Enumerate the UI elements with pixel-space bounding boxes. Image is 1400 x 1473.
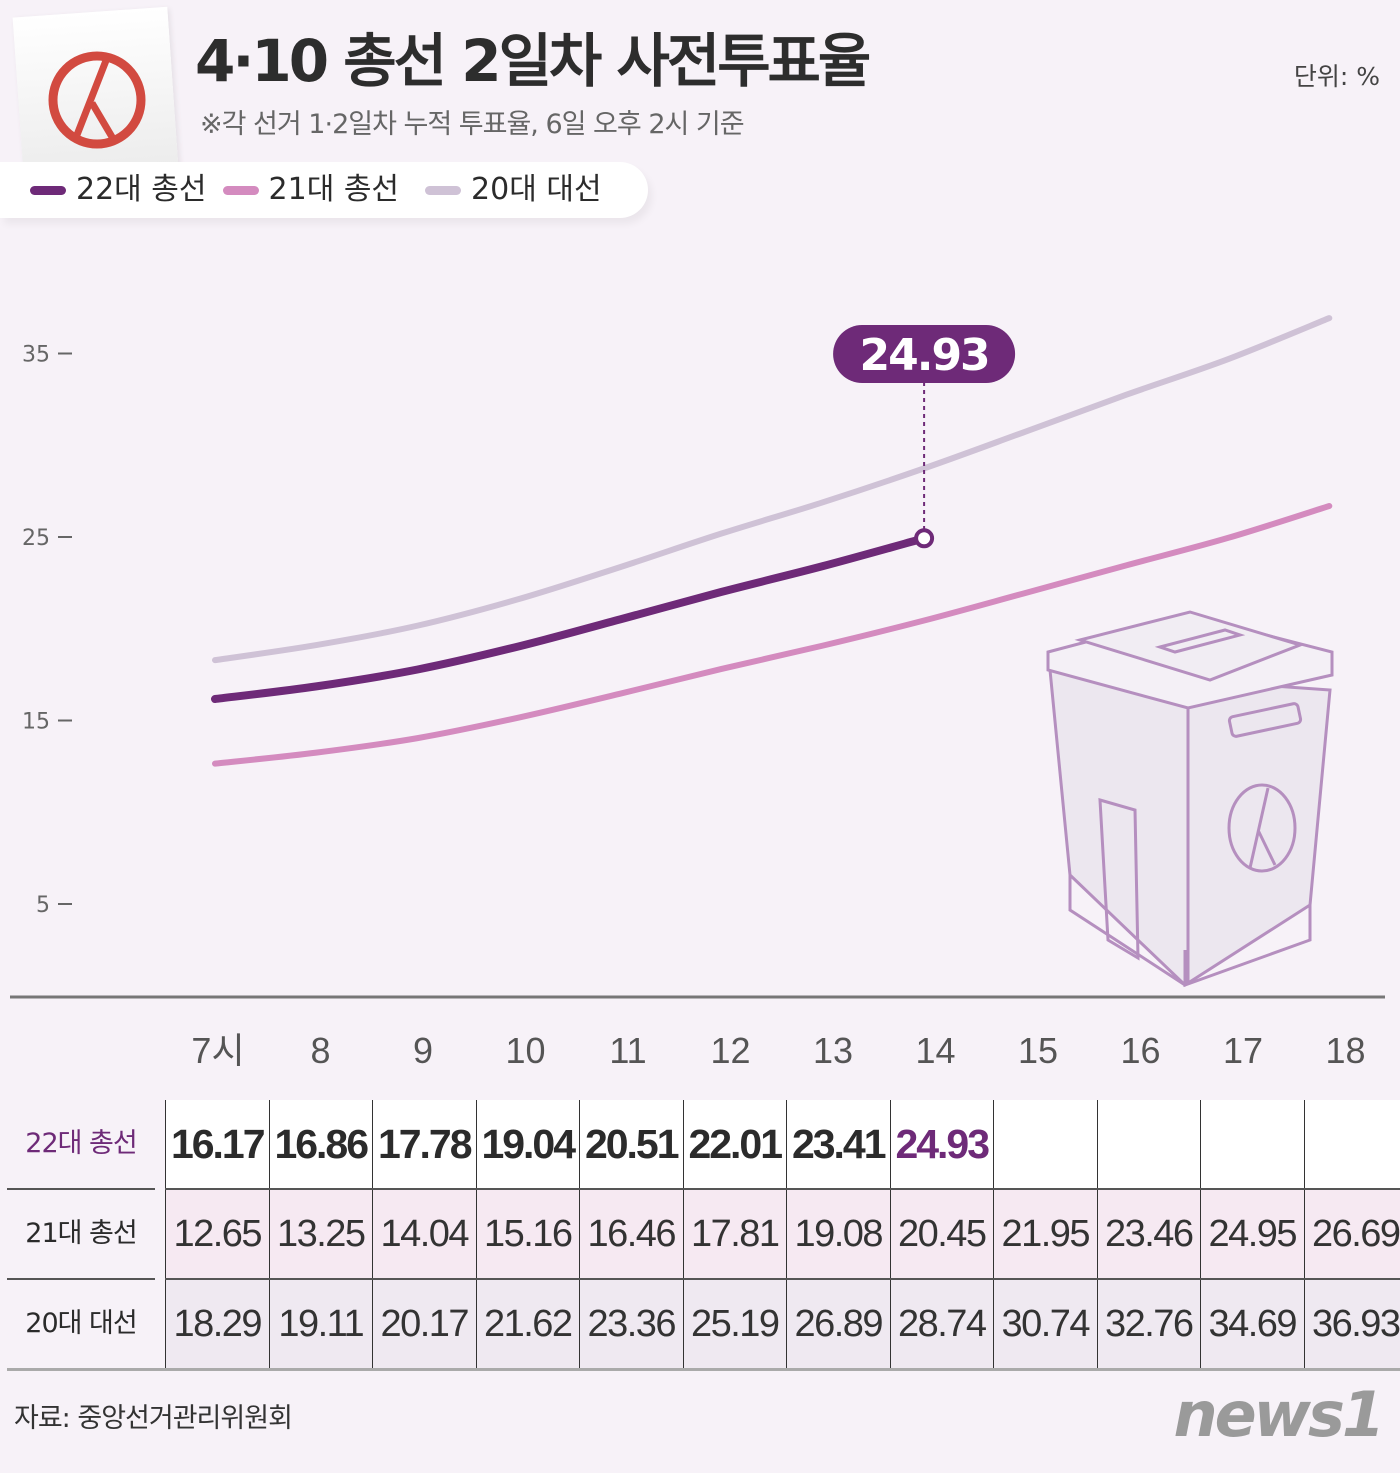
spacer — [155, 1279, 166, 1371]
y-tick-label: 35 — [22, 343, 50, 368]
table-cell: 23.36 — [579, 1279, 683, 1371]
table-cell: 17.78 — [372, 1100, 476, 1190]
table-cell: 28.74 — [889, 1279, 994, 1371]
table-cell: 16.46 — [579, 1189, 683, 1280]
table-cell: 25.19 — [682, 1279, 787, 1371]
row-label: 22대 총선 — [7, 1100, 155, 1190]
table-row: 20대 대선 18.29 19.11 20.17 21.62 23.36 25.19 26.8… — [7, 1279, 1400, 1371]
table-cell — [993, 1100, 1097, 1190]
table-cell: 26.89 — [786, 1279, 890, 1371]
table-row: 22대 총선 16.17 16.86 17.78 19.04 20.51 22.01 23.4… — [7, 1100, 1400, 1190]
x-tick-label: 15 — [1018, 1030, 1058, 1071]
legend-label: 21대 총선 — [268, 172, 400, 207]
table-cell — [1096, 1100, 1201, 1190]
x-tick-label: 8 — [310, 1030, 330, 1071]
x-tick-label: 17 — [1223, 1030, 1263, 1071]
table-cell: 18.29 — [165, 1279, 269, 1371]
table-cell — [1200, 1100, 1304, 1190]
table-cell: 21.95 — [993, 1189, 1097, 1280]
table-cell: 20.51 — [579, 1100, 683, 1190]
legend-item-20: 20대 대선 — [425, 172, 602, 208]
x-tick-label: 12 — [710, 1030, 750, 1071]
ballot-stamp-icon — [48, 51, 146, 149]
spacer — [155, 1100, 166, 1189]
table-cell: 16.17 — [165, 1100, 269, 1190]
table-cell: 23.41 — [786, 1100, 890, 1190]
spacer — [155, 1189, 166, 1279]
table-cell: 19.04 — [475, 1100, 580, 1190]
table-cell: 22.01 — [682, 1100, 787, 1190]
annotation-value: 24.93 — [860, 330, 989, 381]
x-tick-label: 18 — [1325, 1030, 1365, 1071]
table-cell — [1303, 1100, 1400, 1190]
table-cell: 24.95 — [1200, 1189, 1304, 1280]
table-cell: 32.76 — [1096, 1279, 1201, 1371]
row-label: 20대 대선 — [7, 1279, 155, 1371]
x-tick-label: 10 — [505, 1030, 545, 1071]
x-tick-label: 13 — [813, 1030, 853, 1071]
x-tick-label: 7시 — [191, 1030, 244, 1071]
table-cell: 34.69 — [1200, 1279, 1304, 1371]
x-tick-label: 9 — [413, 1030, 433, 1071]
table-cell: 23.46 — [1096, 1189, 1201, 1280]
table-cell: 17.81 — [682, 1189, 787, 1280]
x-tick-label: 16 — [1120, 1030, 1160, 1071]
series-line-2 — [212, 315, 1333, 664]
row-label: 21대 총선 — [7, 1189, 155, 1280]
news1-logo: news1 — [1173, 1378, 1385, 1451]
series-line-0 — [211, 534, 929, 704]
legend-swatch-icon — [425, 185, 462, 195]
table-cell: 24.93 — [889, 1100, 994, 1190]
table-cell: 19.08 — [786, 1189, 890, 1280]
legend-label: 20대 대선 — [471, 172, 602, 207]
table-cell: 26.69 — [1303, 1189, 1400, 1280]
table-cell: 36.93 — [1303, 1279, 1400, 1371]
unit-label: 단위: % — [1293, 62, 1380, 91]
x-tick-label: 11 — [609, 1030, 646, 1071]
table-cell: 16.86 — [268, 1100, 373, 1190]
ballot-box-illustration — [1046, 610, 1334, 988]
x-tick-label: 14 — [915, 1030, 955, 1071]
chart-subtitle: ※각 선거 1·2일차 누적 투표율, 6일 오후 2시 기준 — [200, 109, 745, 140]
legend: 22대 총선 21대 총선 20대 대선 — [0, 162, 648, 218]
annotation: 24.93 — [833, 325, 1016, 531]
table-cell: 15.16 — [475, 1189, 580, 1280]
table-cell: 30.74 — [993, 1279, 1097, 1371]
y-tick-label: 15 — [22, 710, 50, 735]
legend-item-21: 21대 총선 — [222, 172, 400, 208]
legend-swatch-icon — [30, 185, 66, 195]
table-cell: 21.62 — [475, 1279, 580, 1371]
table-row: 21대 총선 12.65 13.25 14.04 15.16 16.46 17.81 19.0… — [7, 1189, 1400, 1280]
legend-label: 22대 총선 — [76, 172, 207, 207]
y-tick-label: 25 — [22, 526, 50, 551]
source-note: 자료: 중앙선거관리위원회 — [14, 1403, 293, 1434]
chart-title: 4·10 총선 2일차 사전투표율 — [195, 27, 871, 95]
last-point-marker — [914, 528, 935, 549]
table-cell: 20.45 — [889, 1189, 994, 1280]
table-cell: 19.11 — [268, 1279, 373, 1371]
legend-swatch-icon — [222, 185, 259, 195]
annotation-badge — [833, 325, 1016, 383]
series-line-1 — [212, 502, 1333, 767]
table-cell: 13.25 — [268, 1189, 373, 1280]
table-cell: 14.04 — [372, 1189, 476, 1280]
legend-item-22: 22대 총선 — [30, 172, 207, 208]
line-chart: 35 25 15 5 7시 8 9 10 11 12 13 14 15 16 17 18 24.93 — [10, 315, 1385, 1071]
table-cell: 20.17 — [372, 1279, 476, 1371]
data-table: 22대 총선 16.17 16.86 17.78 19.04 20.51 22.01 23.4… — [7, 1100, 1400, 1371]
table-cell: 12.65 — [165, 1189, 269, 1280]
y-tick-label: 5 — [36, 893, 50, 918]
